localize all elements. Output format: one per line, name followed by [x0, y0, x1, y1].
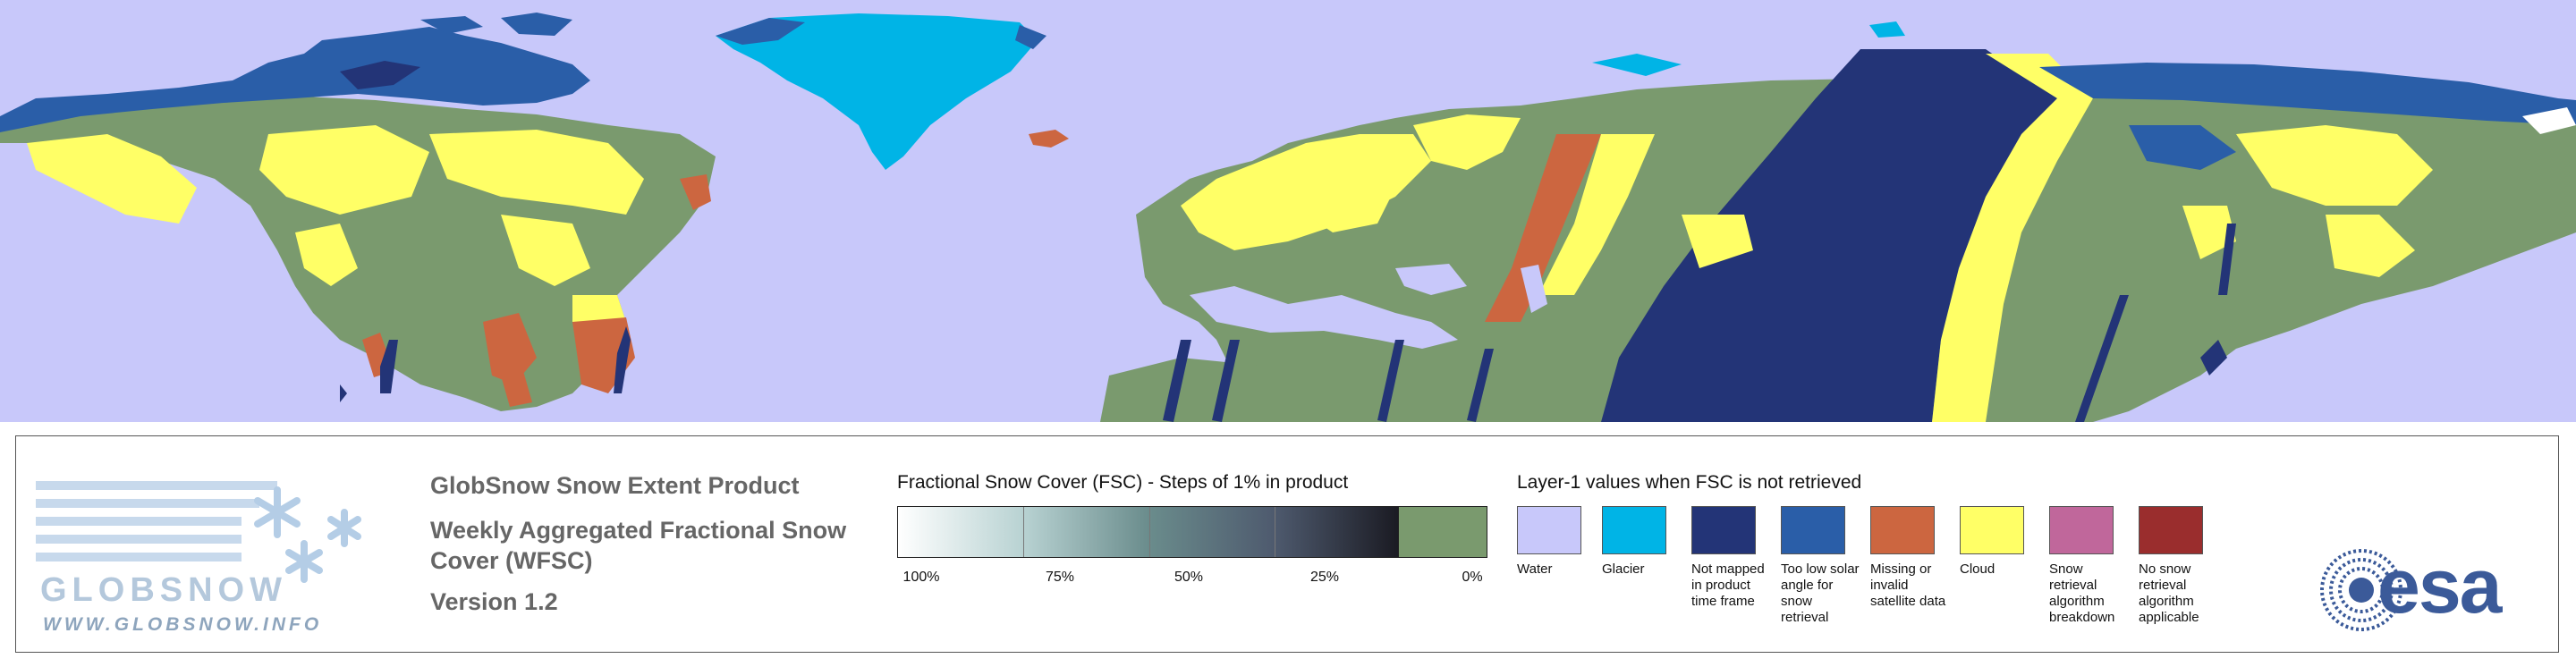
eurasia: [1100, 49, 2576, 422]
legend-panel: GLOBSNOW WWW.GLOBSNOW.INFO GlobSnow Snow…: [15, 435, 2559, 653]
product-title: GlobSnow Snow Extent Product: [430, 472, 800, 499]
label-algorithm-breakdown: Snow retrieval algorithm breakdown: [2049, 561, 2115, 625]
label-glacier: Glacier: [1602, 561, 1645, 577]
swatch-algorithm-breakdown: [2049, 506, 2114, 554]
globsnow-logo-graphic: GLOBSNOW: [36, 481, 361, 609]
swatch-glacier: [1602, 506, 1666, 554]
label-no-algorithm: No snow retrieval algorithm applicable: [2139, 561, 2199, 625]
fsc-tick-100: 100%: [902, 570, 940, 585]
product-subtitle: Weekly Aggregated Fractional Snow Cover …: [430, 517, 847, 574]
label-low-solar-angle: Too low solar angle for snow retrieval: [1781, 561, 1860, 625]
fsc-tick-25: 25%: [1309, 570, 1340, 585]
globsnow-url[interactable]: WWW.GLOBSNOW.INFO: [43, 614, 323, 635]
north-america: [0, 13, 716, 411]
layer1-title: Layer-1 values when FSC is not retrieved: [1517, 472, 1862, 493]
label-cloud: Cloud: [1960, 561, 1996, 577]
globsnow-logo: GLOBSNOW: [36, 454, 394, 633]
fsc-gradient: [898, 507, 1400, 557]
fsc-tick-0: 0%: [1462, 570, 1483, 585]
globsnow-logo-wordmark: GLOBSNOW: [40, 571, 287, 609]
franz-josef-land: [1869, 21, 1905, 38]
fsc-tick-50: 50%: [1174, 570, 1204, 585]
swatch-water: [1517, 506, 1581, 554]
esa-wordmark: esa: [2377, 544, 2502, 629]
label-water: Water: [1517, 561, 1553, 577]
esa-logo-graphic: [2320, 549, 2402, 631]
swatch-not-mapped: [1691, 506, 1756, 554]
fsc-colorbar: [897, 506, 1400, 558]
label-not-mapped: Not mapped in product time frame: [1691, 561, 1765, 609]
snow-cover-map: [0, 0, 2576, 422]
greenland: [716, 13, 1046, 170]
map-graphic: [0, 13, 2576, 422]
product-version: Version 1.2: [430, 588, 558, 615]
fsc-scale-title: Fractional Snow Cover (FSC) - Steps of 1…: [897, 472, 1349, 493]
label-missing-data: Missing or invalid satellite data: [1870, 561, 1946, 609]
iceland: [1029, 130, 1069, 148]
esa-logo: esa: [2306, 544, 2547, 633]
swatch-cloud: [1960, 506, 2024, 554]
fsc-tick-75: 75%: [1045, 570, 1075, 585]
svalbard: [1592, 54, 1682, 76]
swatch-low-solar-angle: [1781, 506, 1845, 554]
fsc-zero-swatch: [1398, 506, 1487, 558]
swatch-missing-data: [1870, 506, 1935, 554]
swatch-no-algorithm: [2139, 506, 2203, 554]
